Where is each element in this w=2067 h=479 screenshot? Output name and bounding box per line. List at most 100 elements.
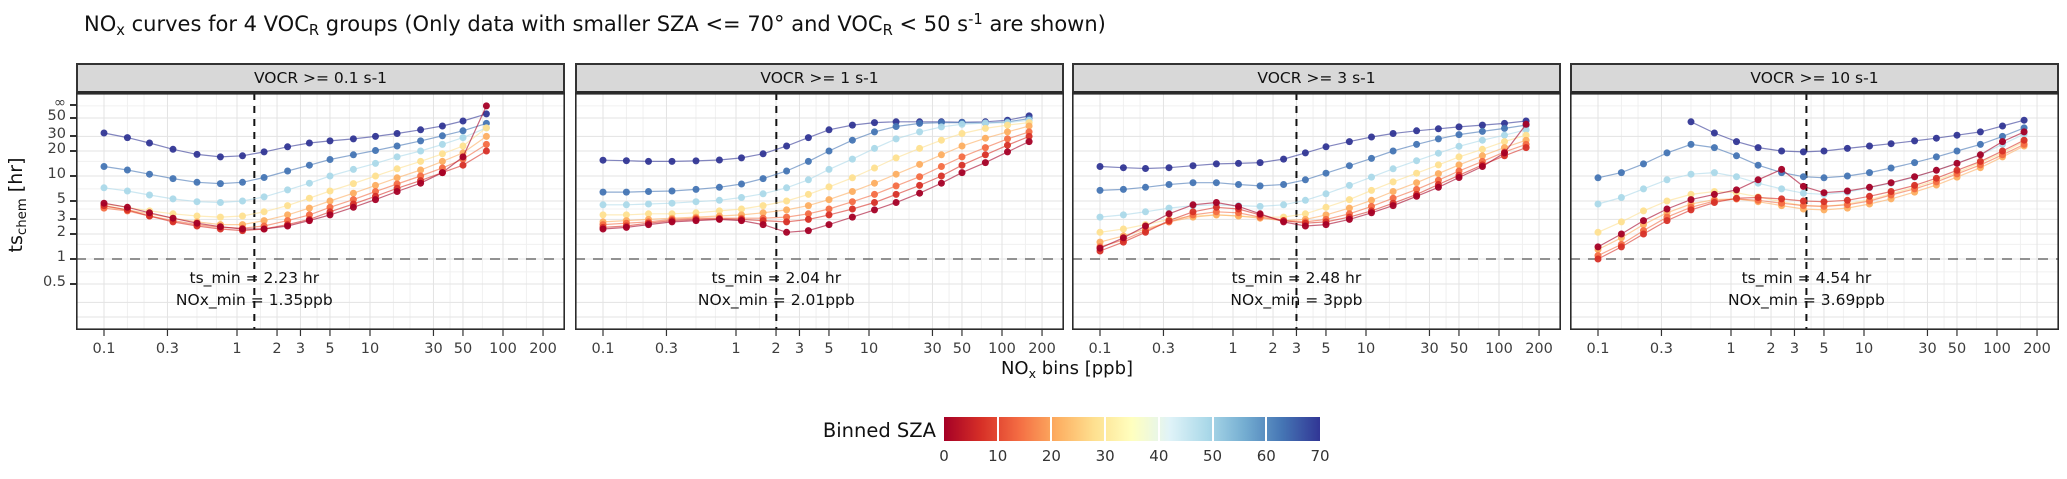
data-point-sza-10	[981, 151, 989, 159]
x-tick-label: 5	[1819, 341, 1828, 357]
data-point-sza-40	[871, 164, 878, 172]
data-point-sza-10	[825, 211, 833, 219]
data-point-sza-0	[1368, 209, 1375, 217]
data-point-sza-0	[372, 196, 379, 204]
data-point-sza-30	[759, 209, 767, 217]
data-point-sza-10	[1189, 208, 1197, 216]
data-point-sza-40	[738, 205, 745, 213]
data-point-sza-0	[1322, 221, 1330, 229]
x-tick-label: 1	[1726, 341, 1735, 357]
data-point-sza-0	[599, 225, 607, 233]
data-point-sza-70	[759, 150, 767, 158]
data-point-sza-40	[1301, 210, 1309, 218]
data-point-sza-10	[1778, 195, 1786, 203]
data-point-sza-70	[372, 132, 379, 140]
data-point-sza-0	[1256, 210, 1264, 218]
x-tick-label: 200	[529, 341, 557, 357]
x-tick-label: 100	[1485, 341, 1513, 357]
data-point-sza-40	[937, 136, 945, 144]
trend-line-sza-60	[1597, 127, 2025, 179]
y-tick-label: 50	[47, 107, 66, 124]
data-point-sza-50	[622, 201, 630, 209]
data-point-sza-0	[193, 219, 201, 227]
data-point-sza-20	[871, 190, 878, 198]
data-point-sza-30	[958, 142, 966, 150]
data-point-sza-60	[1345, 162, 1353, 170]
data-point-sza-20	[892, 182, 900, 190]
data-point-sza-70	[1389, 130, 1397, 137]
data-point-sza-60	[393, 142, 401, 150]
x-tick-label: 100	[988, 341, 1016, 357]
data-point-sza-10	[871, 199, 878, 206]
colorbar-gradient: 0 10 20 30 40 50 60 70	[939, 417, 1330, 465]
data-point-sza-50	[438, 140, 446, 148]
data-point-sza-70	[1687, 118, 1695, 126]
data-point-sza-70	[239, 152, 246, 160]
data-point-sza-0	[1932, 166, 1940, 174]
data-point-sza-70	[1478, 121, 1486, 129]
data-point-sza-0	[1455, 174, 1463, 181]
data-point-sza-60	[326, 156, 334, 163]
data-point-sza-0	[1754, 176, 1762, 184]
colorbar-tick-mark	[1050, 417, 1053, 441]
data-point-sza-0	[417, 179, 425, 187]
plot-area: ts_min = 4.54 hr NOx_min = 3.69ppb 0.1 0.3 1…	[1570, 93, 2059, 357]
data-point-sza-30	[349, 189, 357, 197]
data-point-sza-60	[1953, 147, 1961, 155]
data-point-sza-70	[871, 119, 878, 127]
x-tick-label: 30	[1918, 341, 1936, 357]
data-point-sza-50	[123, 187, 131, 195]
data-point-sza-40	[916, 144, 924, 152]
data-point-sza-40	[1345, 196, 1353, 204]
data-point-sza-50	[1165, 204, 1173, 212]
data-point-sza-60	[1212, 179, 1220, 187]
data-point-sza-70	[1501, 119, 1508, 127]
data-point-sza-10	[1004, 141, 1011, 149]
data-point-sza-60	[1413, 140, 1421, 148]
facet-panel: VOCR >= 3 s-1 ts_min = 2.48 hr NOx_min = 3…	[1072, 63, 1561, 363]
data-point-sza-70	[1778, 147, 1786, 155]
data-point-sza-0	[981, 159, 989, 167]
panel-border	[76, 93, 565, 330]
annotation-nox-min: NOx_min = 1.35ppb	[176, 291, 333, 310]
data-point-sza-70	[2020, 116, 2028, 124]
data-point-sza-0	[482, 102, 490, 110]
data-point-sza-10	[783, 218, 791, 226]
data-point-sza-70	[848, 121, 856, 129]
data-point-sza-50	[1455, 142, 1463, 150]
data-point-sza-50	[1687, 170, 1695, 178]
x-tick-label: 1	[1228, 341, 1237, 357]
data-point-sza-10	[892, 190, 900, 198]
data-point-sza-40	[284, 202, 292, 210]
data-point-sza-60	[848, 136, 856, 144]
data-point-sza-50	[1663, 176, 1671, 184]
trend-line-sza-20	[1099, 143, 1527, 248]
data-point-sza-70	[1911, 137, 1919, 145]
data-point-sza-40	[1434, 161, 1442, 169]
data-point-sza-60	[825, 147, 833, 155]
data-point-sza-50	[284, 186, 292, 194]
data-point-sza-10	[1820, 198, 1828, 206]
y-tick-mark	[70, 150, 76, 152]
data-point-sza-70	[1345, 138, 1353, 146]
data-point-sza-0	[645, 221, 652, 229]
data-point-sza-70	[1165, 164, 1173, 172]
data-point-sza-0	[100, 199, 108, 207]
trend-line-sza-30	[1597, 145, 2025, 251]
data-point-sza-70	[1301, 149, 1309, 157]
x-tick-label: 1	[232, 341, 241, 357]
data-point-sza-30	[393, 174, 401, 182]
annotation-ts-min: ts_min = 4.54 hr	[1742, 269, 1872, 288]
x-tick-label: 0.1	[1586, 341, 1609, 357]
colorbar-tick-label: 30	[1095, 447, 1115, 465]
colorbar-tick-mark	[1211, 417, 1214, 441]
colorbar-tick-label: 10	[988, 447, 1008, 465]
y-tick-mark	[70, 175, 76, 177]
data-point-sza-50	[715, 196, 723, 204]
data-point-sza-30	[981, 134, 989, 142]
data-point-sza-30	[825, 196, 833, 204]
facet-panel: VOCR >= 1 s-1 ts_min = 2.04 hr NOx_min = 2…	[575, 63, 1064, 363]
data-point-sza-70	[1820, 147, 1828, 155]
trend-line-sza-30	[602, 125, 1030, 223]
data-point-sza-60	[1999, 132, 2006, 140]
